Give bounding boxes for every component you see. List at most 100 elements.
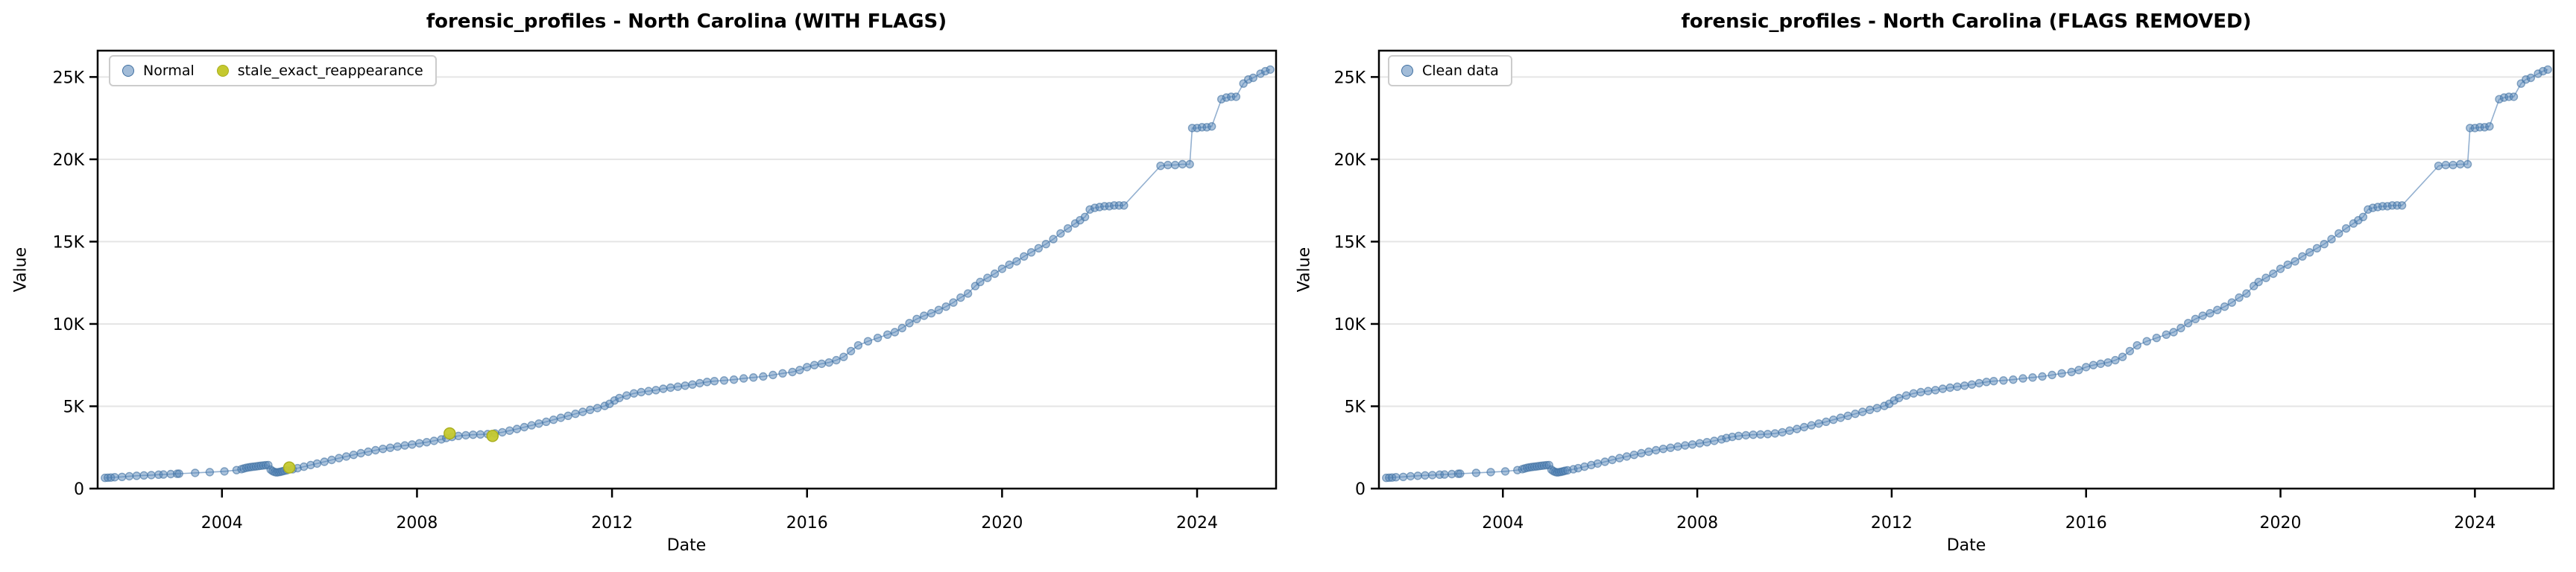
flagged-point <box>443 427 456 440</box>
data-point <box>1793 425 1802 433</box>
data-point <box>1916 387 1925 397</box>
data-point <box>2133 341 2141 350</box>
chart-flags-removed: 2004 2008 2012 2016 2020 2024 0 5K 10K 15K 20K 25K … <box>1288 0 2576 572</box>
data-point <box>719 376 729 385</box>
data-point <box>1895 393 1904 403</box>
data-point <box>2434 161 2443 171</box>
data-point <box>1785 426 1794 435</box>
data-point <box>976 277 985 287</box>
data-point <box>1858 407 1867 416</box>
data-point <box>2152 334 2162 343</box>
data-point <box>651 386 660 395</box>
data-point <box>768 370 777 380</box>
data-point <box>2162 330 2171 339</box>
data-point <box>1829 415 1838 425</box>
data-point <box>1681 441 1690 450</box>
data-point <box>832 355 841 365</box>
data-point <box>1807 421 1816 430</box>
data-point <box>408 440 417 449</box>
y-tick-label: 5K <box>1345 398 1366 416</box>
data-point <box>476 430 485 439</box>
gridlines <box>1379 76 2554 407</box>
flagged-points <box>282 427 499 474</box>
data-point <box>2191 314 2200 323</box>
data-point <box>1049 235 1058 244</box>
data-point <box>839 352 848 361</box>
data-point <box>1924 387 1933 395</box>
data-point <box>1695 439 1705 448</box>
data-point <box>1622 452 1632 461</box>
data-point <box>2312 244 2322 252</box>
data-point <box>205 468 215 477</box>
data-point <box>1456 469 1465 478</box>
data-point <box>795 366 804 375</box>
plot-border <box>96 49 1278 490</box>
data-point <box>1170 160 1180 170</box>
data-point <box>897 323 907 333</box>
data-point <box>1580 462 1589 471</box>
data-point <box>1020 252 1029 261</box>
data-point <box>2334 229 2343 238</box>
data-point <box>356 448 365 458</box>
data-point <box>809 360 819 369</box>
data-point <box>883 330 892 339</box>
data-point <box>147 471 156 480</box>
data-point <box>320 457 329 466</box>
data-point <box>846 346 856 356</box>
x-axis-label: Date <box>1946 536 1986 555</box>
data-point <box>710 377 719 386</box>
data-point <box>1843 411 1852 420</box>
data-point <box>1938 384 1948 393</box>
data-point <box>912 314 921 323</box>
data-point <box>1637 448 1646 458</box>
data-point <box>132 471 142 480</box>
data-point <box>1178 159 1187 169</box>
x-axis-label: Date <box>666 536 707 555</box>
data-point <box>1471 468 1481 477</box>
data-point <box>393 442 402 451</box>
data-points <box>101 65 1275 483</box>
data-point <box>2526 73 2536 83</box>
data-point <box>1872 404 1881 413</box>
data-point <box>371 445 380 455</box>
data-point <box>1945 383 1954 393</box>
y-tick-label: 25K <box>53 69 85 87</box>
axis-ticks <box>1371 76 2476 498</box>
y-tick-label: 10K <box>1334 316 1366 334</box>
data-point <box>1763 430 1772 439</box>
data-point <box>1865 405 1875 414</box>
trend-line <box>1386 69 2548 479</box>
data-point <box>1427 471 1437 480</box>
data-point <box>1688 440 1697 449</box>
data-point <box>2206 308 2214 318</box>
x-tick-label: 2024 <box>2454 514 2496 533</box>
data-point <box>2089 360 2098 369</box>
data-point <box>2242 289 2251 298</box>
data-point <box>1673 442 1682 451</box>
y-axis-label: Value <box>1295 247 1314 293</box>
data-point <box>1974 378 1983 388</box>
data-point <box>220 467 229 476</box>
y-tick-label: 25K <box>1334 69 1366 87</box>
data-point <box>2057 369 2066 378</box>
data-point <box>1005 260 1014 270</box>
data-point <box>1056 229 1065 238</box>
data-point <box>853 341 863 350</box>
data-point <box>1392 473 1401 482</box>
data-point <box>2074 366 2083 375</box>
data-point <box>1185 159 1194 169</box>
data-point <box>2118 352 2127 361</box>
data-point <box>802 363 812 372</box>
data-point <box>498 428 507 437</box>
data-point <box>1702 438 1711 447</box>
data-point <box>2327 235 2336 244</box>
data-point <box>2276 264 2285 273</box>
data-point <box>615 393 624 403</box>
data-point <box>749 373 758 382</box>
data-point <box>1615 454 1624 463</box>
y-tick-label: 0 <box>74 480 84 499</box>
data-point <box>1486 468 1495 477</box>
data-point <box>2018 374 2027 383</box>
data-point <box>2125 346 2135 356</box>
data-point <box>1851 409 1860 419</box>
